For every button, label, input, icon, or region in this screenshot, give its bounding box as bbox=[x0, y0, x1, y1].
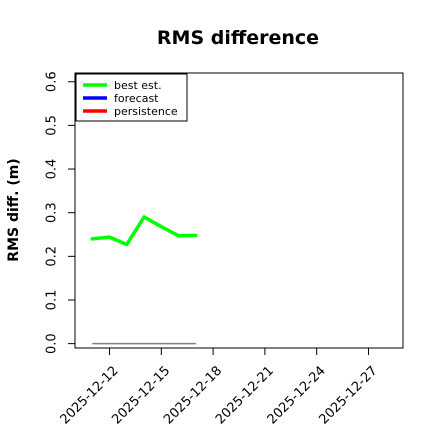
y-tick-label: 0.6 bbox=[45, 71, 60, 92]
legend-label: best est. bbox=[114, 79, 162, 92]
y-tick-label: 0.5 bbox=[45, 115, 60, 136]
y-axis-label: RMS diff. (m) bbox=[6, 158, 22, 261]
plot-frame bbox=[74, 72, 404, 349]
y-tick-label: 0.3 bbox=[45, 202, 60, 223]
plot-area: 0.00.10.20.30.40.50.62025-12-122025-12-1… bbox=[45, 71, 404, 427]
y-tick-label: 0.1 bbox=[45, 290, 60, 311]
legend-label: persistence bbox=[114, 105, 178, 118]
y-tick-label: 0.4 bbox=[45, 159, 60, 180]
chart-title: RMS difference bbox=[157, 27, 319, 49]
series-line-best-est bbox=[90, 215, 198, 247]
legend-label: forecast bbox=[114, 92, 159, 105]
y-tick-label: 0.0 bbox=[45, 333, 60, 354]
y-tick-label: 0.2 bbox=[45, 246, 60, 267]
